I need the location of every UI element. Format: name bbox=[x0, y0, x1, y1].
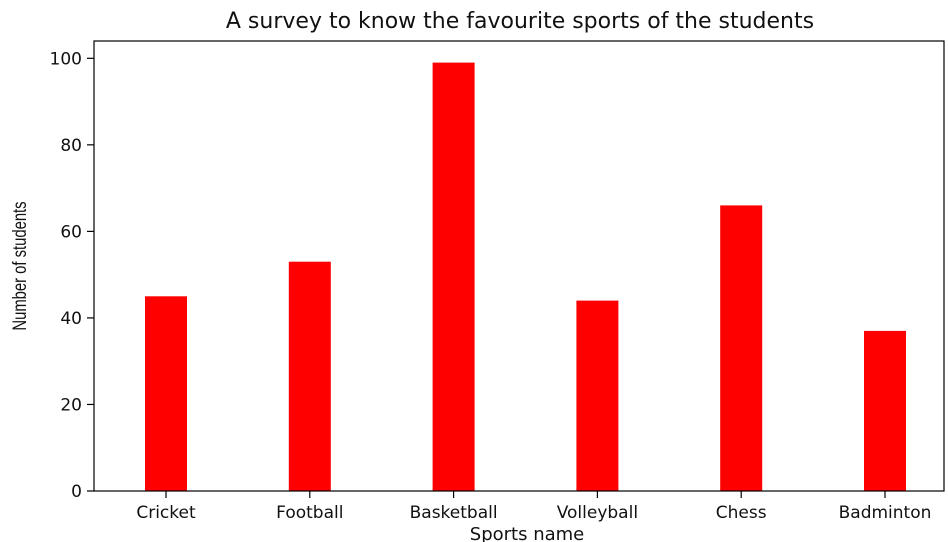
bar-cricket bbox=[145, 296, 187, 491]
x-tick-label: Volleyball bbox=[557, 503, 638, 523]
y-tick-label: 80 bbox=[60, 136, 82, 156]
bar-volleyball bbox=[576, 300, 619, 491]
y-axis-ticks: 0 20 40 60 80 100 bbox=[50, 49, 94, 502]
bar-football bbox=[288, 261, 331, 491]
bar-badminton bbox=[864, 330, 906, 491]
y-tick-label: 20 bbox=[60, 395, 82, 415]
y-axis-label: Number of students bbox=[9, 201, 30, 330]
x-axis-label: Sports name bbox=[470, 524, 584, 542]
x-tick-label: Football bbox=[276, 503, 343, 523]
x-tick-label: Cricket bbox=[136, 503, 196, 523]
bar-basketball bbox=[432, 62, 475, 491]
x-tick-label: Basketball bbox=[410, 503, 498, 523]
bars-layer bbox=[145, 62, 906, 491]
y-tick-label: 60 bbox=[60, 222, 82, 242]
y-tick-label: 40 bbox=[60, 309, 82, 329]
y-tick-label: 100 bbox=[50, 49, 82, 69]
plot-frame bbox=[93, 40, 945, 492]
x-axis-ticks: Cricket Football Basketball Volleyball Chess… bbox=[136, 491, 931, 523]
x-tick-label: Badminton bbox=[839, 503, 932, 523]
bar-chess bbox=[720, 205, 763, 491]
y-tick-label: 0 bbox=[71, 482, 82, 502]
chart-title: A survey to know the favourite sports of… bbox=[226, 9, 814, 34]
x-tick-label: Chess bbox=[716, 503, 767, 523]
